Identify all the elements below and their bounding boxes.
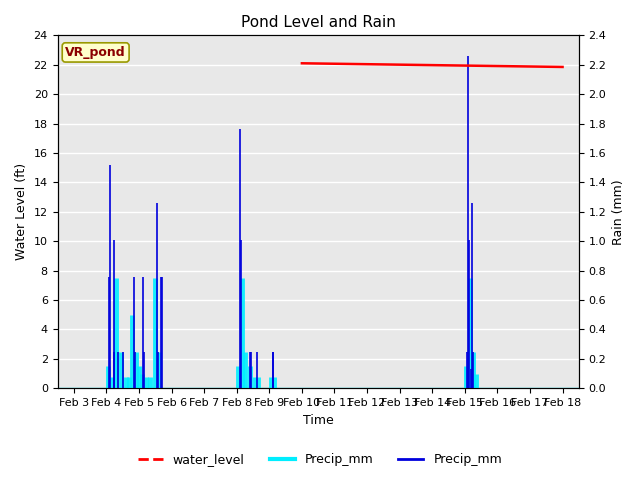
Y-axis label: Water Level (ft): Water Level (ft) <box>15 163 28 260</box>
Title: Pond Level and Rain: Pond Level and Rain <box>241 15 396 30</box>
Legend: water_level, Precip_mm, Precip_mm: water_level, Precip_mm, Precip_mm <box>133 448 507 471</box>
Text: VR_pond: VR_pond <box>65 46 126 59</box>
Y-axis label: Rain (mm): Rain (mm) <box>612 179 625 245</box>
X-axis label: Time: Time <box>303 414 333 427</box>
